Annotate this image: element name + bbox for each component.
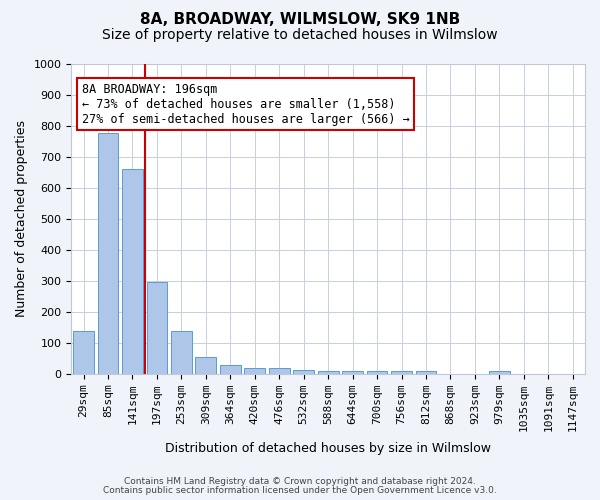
Y-axis label: Number of detached properties: Number of detached properties — [15, 120, 28, 318]
Bar — [293, 370, 314, 374]
Bar — [391, 371, 412, 374]
Bar — [269, 368, 290, 374]
Bar — [367, 371, 388, 374]
Bar — [244, 368, 265, 374]
Bar — [342, 371, 363, 374]
Text: 8A, BROADWAY, WILMSLOW, SK9 1NB: 8A, BROADWAY, WILMSLOW, SK9 1NB — [140, 12, 460, 28]
Text: Size of property relative to detached houses in Wilmslow: Size of property relative to detached ho… — [102, 28, 498, 42]
X-axis label: Distribution of detached houses by size in Wilmslow: Distribution of detached houses by size … — [165, 442, 491, 455]
Bar — [489, 371, 510, 374]
Bar — [196, 357, 216, 374]
Bar — [220, 364, 241, 374]
Text: Contains public sector information licensed under the Open Government Licence v3: Contains public sector information licen… — [103, 486, 497, 495]
Bar — [318, 372, 338, 374]
Bar — [416, 372, 436, 374]
Text: 8A BROADWAY: 196sqm
← 73% of detached houses are smaller (1,558)
27% of semi-det: 8A BROADWAY: 196sqm ← 73% of detached ho… — [82, 82, 409, 126]
Bar — [171, 331, 192, 374]
Bar — [146, 282, 167, 374]
Bar — [73, 330, 94, 374]
Bar — [122, 170, 143, 374]
Text: Contains HM Land Registry data © Crown copyright and database right 2024.: Contains HM Land Registry data © Crown c… — [124, 478, 476, 486]
Bar — [98, 133, 118, 374]
